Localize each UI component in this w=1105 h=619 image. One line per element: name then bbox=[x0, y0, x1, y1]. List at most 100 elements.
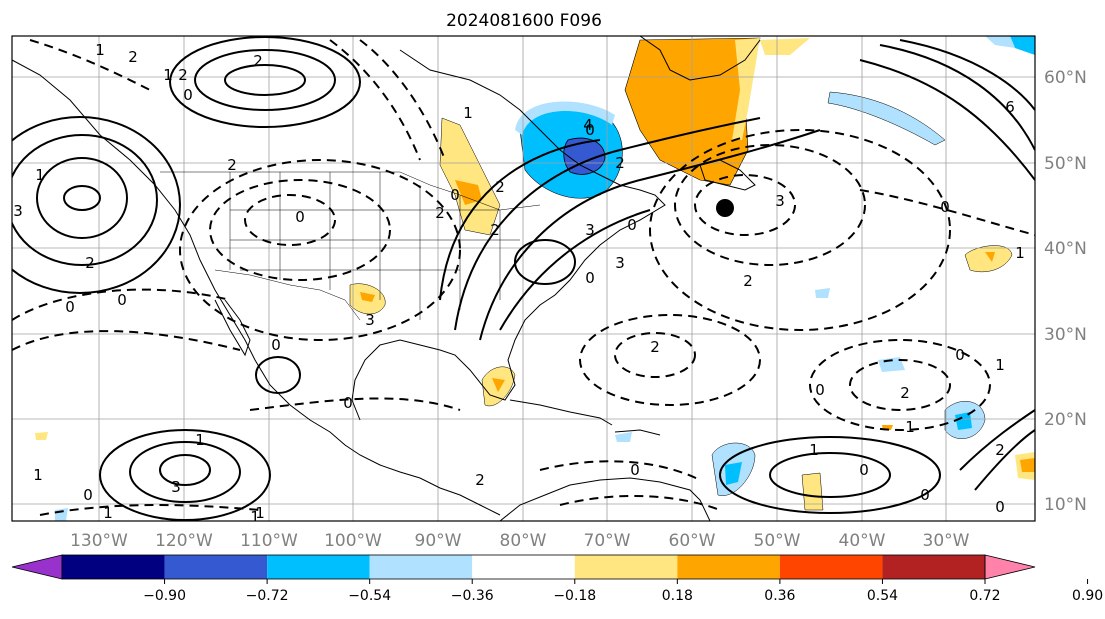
contour-value-label: 0 bbox=[955, 346, 965, 364]
coastline-greenland bbox=[639, 36, 761, 81]
contour-value-label: 2 bbox=[615, 154, 625, 172]
contour-value-label: 4 bbox=[583, 116, 593, 134]
contour-value-label: 2 bbox=[128, 48, 138, 66]
colorbar-tick-label: 0.54 bbox=[867, 588, 898, 604]
colorbar-segment bbox=[164, 555, 268, 579]
contour-pacific-high-1 bbox=[63, 185, 101, 211]
coastline-north-america-east bbox=[351, 49, 666, 421]
longitude-label: 80°W bbox=[500, 531, 547, 551]
contour-caribbean-low bbox=[614, 332, 696, 378]
contour-value-label: 0 bbox=[940, 198, 950, 216]
contour-atlantic-south-high-1 bbox=[769, 452, 891, 498]
contour-ne-high-1 bbox=[879, 44, 1035, 151]
shade-lightblue-eastcanada bbox=[515, 101, 615, 135]
contour-value-label: 2 bbox=[85, 254, 95, 272]
contour-baja-low bbox=[255, 356, 301, 394]
contour-atlantic-low-1 bbox=[694, 174, 796, 236]
shade-lightblue-atlantic bbox=[827, 91, 946, 146]
coastline-layer bbox=[12, 36, 761, 521]
contour-pacific-south-high-1 bbox=[159, 454, 211, 486]
contour-se-high-2 bbox=[974, 429, 1035, 491]
contour-value-label: 1 bbox=[95, 41, 105, 59]
contour-dashed-layer bbox=[12, 39, 1035, 516]
contour-value-label: 0 bbox=[859, 461, 869, 479]
contour-value-label: 2 bbox=[743, 272, 753, 290]
contour-value-label: 2 bbox=[253, 52, 263, 70]
colorbar-tick-label: −0.36 bbox=[451, 588, 494, 604]
contour-south-pac-neg bbox=[39, 504, 261, 516]
contour-value-label: 0 bbox=[450, 186, 460, 204]
contour-value-label: 0 bbox=[920, 486, 930, 504]
contour-pacific-neg bbox=[12, 288, 231, 321]
contour-pacific-south-high-3 bbox=[99, 429, 271, 521]
contour-ne-high-3 bbox=[899, 39, 1035, 111]
coastline-north-america-west bbox=[12, 59, 501, 516]
longitude-label: 130°W bbox=[70, 531, 128, 551]
colorbar-tick-label: 0.36 bbox=[764, 588, 795, 604]
shade-lightblue-misc3 bbox=[615, 432, 632, 442]
latitude-label: 20°N bbox=[1044, 410, 1087, 430]
contour-midatlantic-high bbox=[514, 239, 576, 285]
longitude-label: 100°W bbox=[324, 531, 382, 551]
contour-east-low bbox=[849, 359, 951, 411]
latitude-label: 60°N bbox=[1044, 68, 1087, 88]
latitude-label: 50°N bbox=[1044, 154, 1087, 174]
contour-value-label: 6 bbox=[1005, 98, 1015, 116]
colorbar-tick-label: −0.18 bbox=[553, 588, 596, 604]
border-us-canada bbox=[160, 171, 541, 211]
colorbar-segment bbox=[677, 555, 780, 579]
colorbar: −0.90 −0.72 −0.54 −0.36 −0.18 0.18 0.36 0.54 0.7… bbox=[11, 554, 1103, 604]
shade-orange-lakes bbox=[455, 180, 482, 205]
contour-south-neg-2 bbox=[559, 494, 721, 511]
longitude-label: 120°W bbox=[155, 531, 213, 551]
contour-labels: 2 213000122000130012223243000236022011001… bbox=[13, 41, 1025, 526]
coastline-hispaniola bbox=[614, 429, 661, 436]
contour-nw-neg bbox=[29, 39, 151, 91]
contour-value-label: 1 bbox=[33, 466, 43, 484]
longitude-label: 90°W bbox=[415, 531, 462, 551]
contour-ne-high-2 bbox=[859, 59, 1035, 181]
contour-value-label: 1 bbox=[905, 418, 915, 436]
contour-eastcoast-1 bbox=[439, 139, 601, 301]
shade-orange-east bbox=[985, 252, 995, 262]
shade-lightblue-ne-corner bbox=[985, 36, 1015, 48]
contour-eastcoast-3 bbox=[479, 129, 821, 341]
contour-value-label: 3 bbox=[775, 192, 785, 210]
contour-pacific-high-2 bbox=[36, 157, 128, 239]
contour-pacific-south-high-2 bbox=[129, 441, 241, 503]
gridlines bbox=[12, 36, 1035, 521]
contour-gulf-neg bbox=[249, 397, 461, 411]
contour-north-trough-2 bbox=[359, 39, 446, 161]
contour-east-0 bbox=[859, 189, 1035, 236]
contour-se-high bbox=[959, 409, 1035, 471]
contour-layer bbox=[12, 36, 1035, 521]
contour-value-label: 1 bbox=[35, 166, 45, 184]
contour-value-label: 0 bbox=[995, 498, 1005, 516]
latitude-label: 30°N bbox=[1044, 325, 1087, 345]
contour-value-label: 1 bbox=[163, 66, 173, 84]
contour-atlantic-low-2 bbox=[674, 144, 866, 266]
contour-atlantic-south-high-2 bbox=[719, 436, 941, 514]
contour-value-label: 1 bbox=[250, 508, 260, 526]
contour-north-trough bbox=[329, 39, 421, 161]
contour-value-label: 2 bbox=[995, 441, 1005, 459]
shade-lightblue-misc1 bbox=[815, 288, 830, 298]
contour-value-label: 2 bbox=[650, 338, 660, 356]
contour-value-label: 2 bbox=[178, 66, 188, 84]
shade-orange-texas bbox=[360, 292, 375, 302]
contour-central-low-3 bbox=[179, 159, 461, 341]
contour-value-label: 0 bbox=[295, 208, 305, 226]
shade-blue-ne-corner bbox=[1010, 36, 1035, 55]
storm-position-marker bbox=[716, 199, 734, 217]
contour-value-label: 1 bbox=[1015, 244, 1025, 262]
longitude-label: 70°W bbox=[584, 531, 631, 551]
colorbar-tick-label: 0.18 bbox=[662, 588, 693, 604]
coastline-cuba bbox=[509, 399, 613, 426]
contour-value-label: 2 bbox=[490, 221, 500, 239]
coastline-south-america bbox=[499, 477, 711, 521]
colorbar-segment bbox=[267, 555, 370, 579]
colorbar-segment bbox=[779, 555, 883, 579]
longitude-label: 50°W bbox=[754, 531, 801, 551]
